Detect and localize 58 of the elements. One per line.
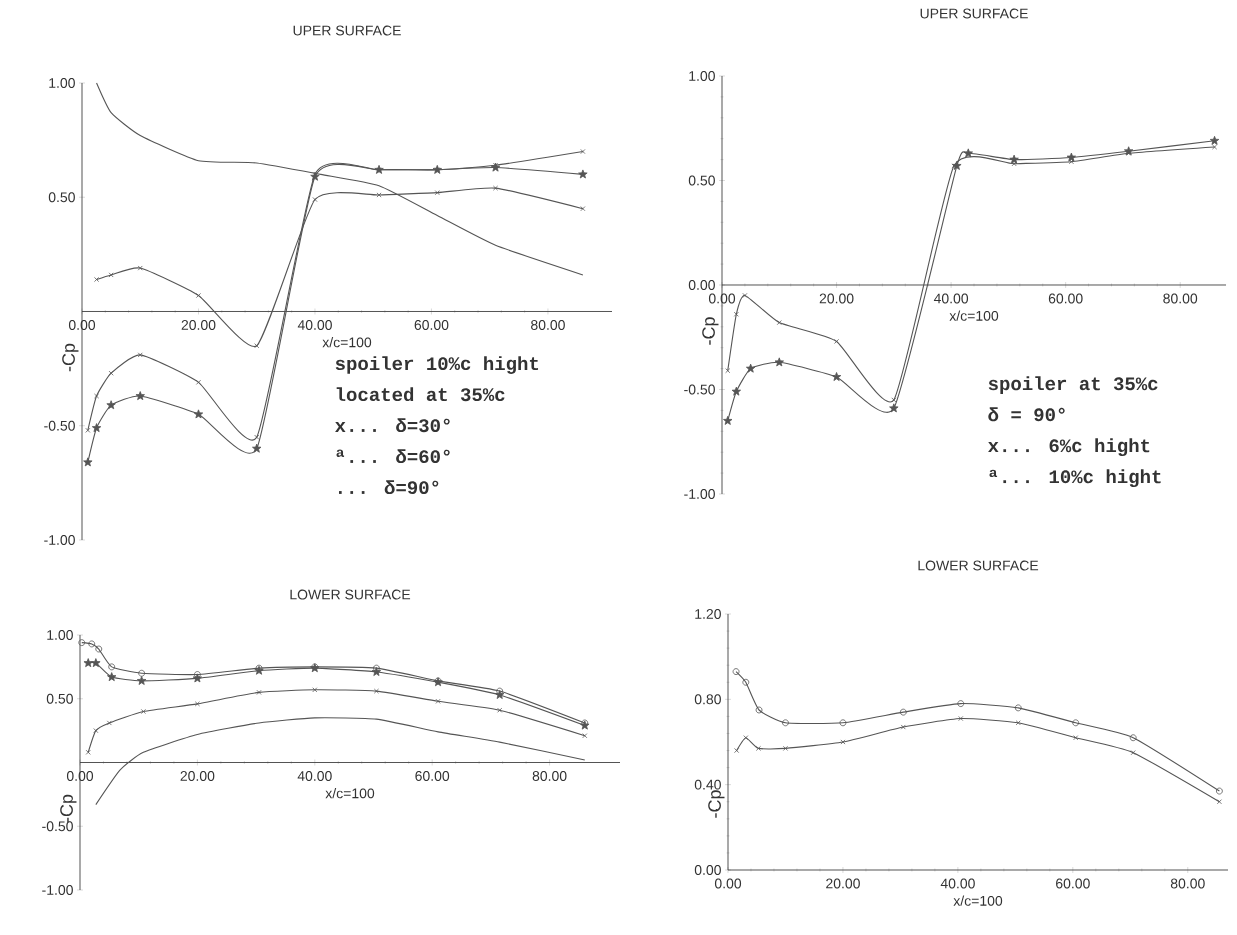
- chart-title: LOWER SURFACE: [290, 589, 411, 600]
- y-tick-label: 0.40: [694, 779, 721, 790]
- x-tick-label: 20.00: [180, 770, 215, 781]
- y-tick-label: 1.00: [49, 78, 75, 88]
- x-tick-label: 0.00: [714, 878, 742, 889]
- annotation: spoiler 10%c hight: [335, 356, 539, 374]
- y-tick-label: -0.50: [42, 821, 73, 832]
- y-tick-label: 0.00: [694, 865, 721, 875]
- annotation: ... δ=90°: [338, 480, 439, 495]
- chart-title: UPER SURFACE: [920, 8, 1028, 19]
- x-tick-label: 20.00: [181, 319, 216, 330]
- annotation: ª... δ=60°: [336, 449, 450, 464]
- y-tick-label: -0.50: [684, 384, 715, 395]
- x-tick-label: 40.00: [297, 319, 332, 330]
- x-tick-label: 0.00: [66, 770, 94, 781]
- x-tick-label: 60.00: [414, 319, 449, 330]
- annotation: x... δ=30°: [335, 418, 450, 433]
- annotation: spoiler at 35%c: [988, 376, 1158, 394]
- y-axis-title: -Cp: [62, 343, 79, 372]
- y-tick-label: -1.00: [44, 535, 75, 545]
- y-tick-label: 0.50: [48, 192, 75, 203]
- x-axis-title: x/c=100: [953, 895, 1003, 906]
- x-axis-title: x/c=100: [325, 788, 375, 799]
- y-tick-label: 0.80: [694, 694, 721, 705]
- annotation: δ = 90°: [988, 407, 1065, 422]
- x-tick-label: 80.00: [531, 319, 565, 330]
- x-axis-title: x/c=100: [949, 310, 999, 321]
- x-tick-label: 20.00: [826, 878, 860, 889]
- y-axis-title: -Cp: [60, 794, 77, 823]
- x-tick-label: 40.00: [297, 770, 332, 781]
- chart-title: LOWER SURFACE: [918, 560, 1039, 571]
- x-tick-label: 60.00: [1048, 293, 1083, 304]
- y-tick-label: 0.50: [46, 693, 73, 704]
- y-tick-label: -0.50: [44, 420, 75, 431]
- x-tick-label: 40.00: [933, 293, 969, 304]
- y-tick-label: 1.00: [47, 630, 73, 640]
- y-tick-label: 1.00: [689, 71, 715, 81]
- x-tick-label: 80.00: [532, 770, 567, 781]
- annotation: located at 35%c: [336, 387, 505, 402]
- y-axis-title: -Cp: [702, 317, 719, 345]
- x-tick-label: 60.00: [1056, 878, 1090, 889]
- y-tick-label: 1.20: [695, 609, 721, 619]
- x-tick-label: 0.00: [708, 293, 736, 304]
- y-axis-title: -Cp: [708, 790, 725, 818]
- y-tick-label: 0.00: [688, 280, 715, 290]
- x-tick-label: 60.00: [415, 770, 450, 781]
- x-tick-label: 0.00: [68, 319, 96, 330]
- x-axis-title: x/c=100: [322, 337, 372, 348]
- annotation: x... 6%c hight: [988, 438, 1150, 457]
- y-tick-label: -1.00: [42, 885, 73, 895]
- x-tick-label: 20.00: [819, 293, 854, 304]
- y-tick-label: 0.50: [688, 175, 715, 186]
- chart-title: UPER SURFACE: [293, 25, 401, 36]
- annotation: ª... 10%c hight: [989, 469, 1161, 488]
- x-tick-label: 80.00: [1170, 878, 1205, 889]
- y-tick-label: -1.00: [684, 489, 715, 499]
- x-tick-label: 80.00: [1163, 293, 1198, 304]
- x-tick-label: 40.00: [940, 878, 975, 889]
